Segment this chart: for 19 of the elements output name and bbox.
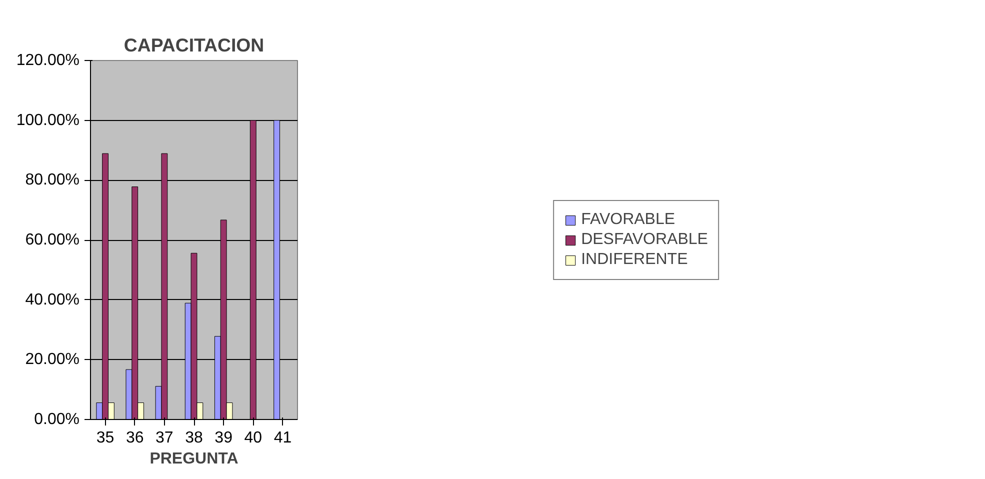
x-tick-label: 40 — [244, 430, 262, 446]
x-tick-label: 41 — [274, 430, 292, 446]
y-tick-label: 40.00% — [25, 291, 80, 308]
y-tick-label: 120.00% — [16, 52, 80, 69]
x-tick-label: 39 — [214, 430, 233, 446]
y-tick-label: 0.00% — [34, 411, 80, 428]
chart-title: CAPACITACION — [124, 34, 264, 56]
x-tick-label: 37 — [156, 430, 174, 446]
y-tick-label: 20.00% — [25, 351, 80, 368]
y-tick-label: 100.00% — [16, 112, 80, 129]
x-tick-label: 35 — [96, 430, 114, 446]
legend-label: INDIFERENTE — [581, 250, 688, 268]
legend-label: DESFAVORABLE — [581, 230, 708, 248]
x-tick-label: 36 — [126, 430, 144, 446]
x-axis-title: PREGUNTA — [150, 450, 239, 468]
y-tick-label: 60.00% — [25, 232, 80, 248]
legend-label: FAVORABLE — [581, 210, 676, 228]
y-tick-label: 80.00% — [25, 172, 80, 189]
x-tick-label: 38 — [185, 430, 203, 446]
